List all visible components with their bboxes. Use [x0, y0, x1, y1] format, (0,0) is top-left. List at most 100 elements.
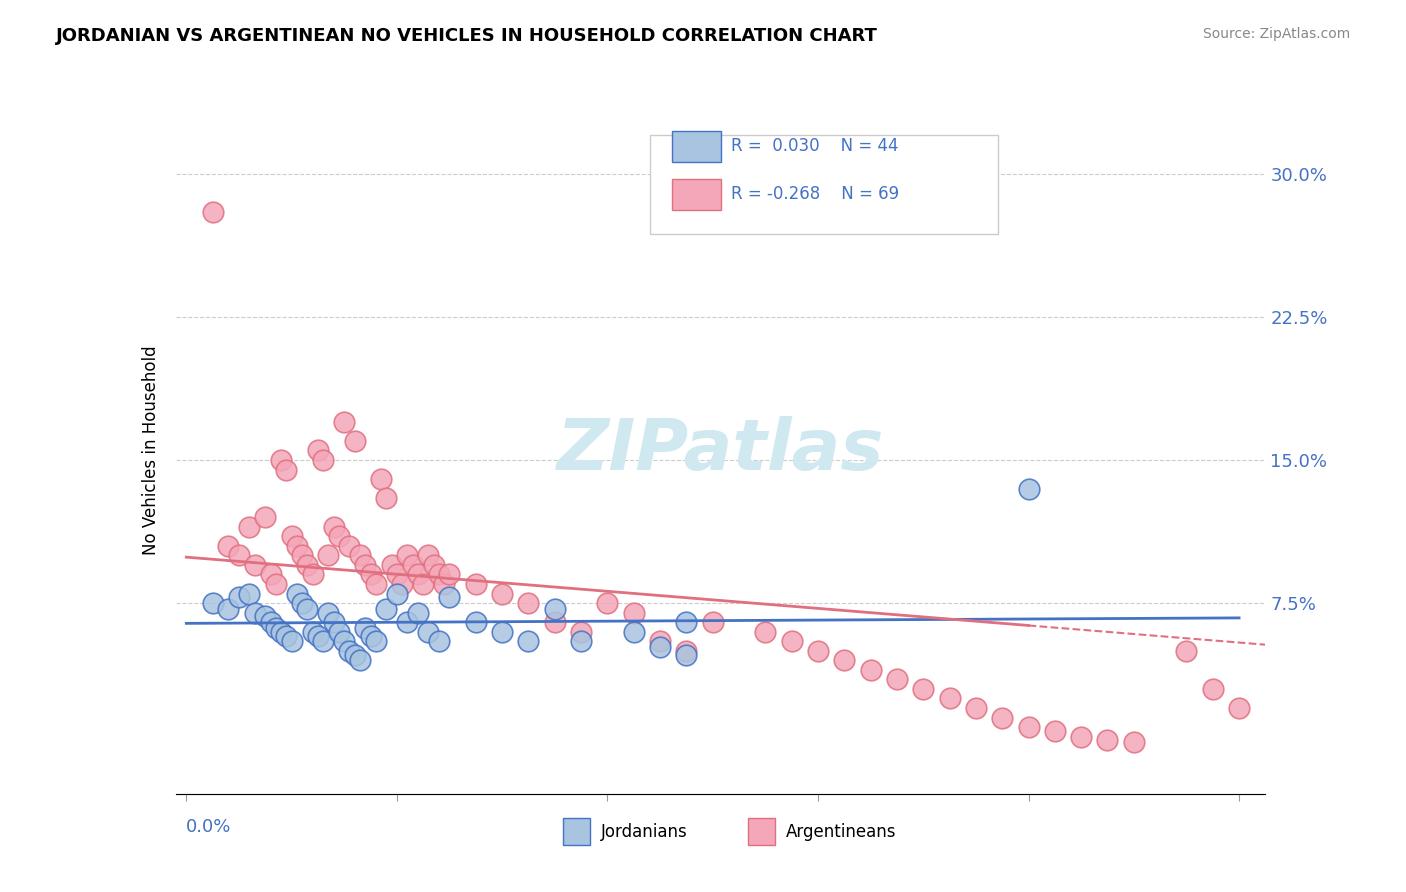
Point	[422, 558, 444, 572]
Point	[385, 567, 408, 582]
Point	[217, 539, 239, 553]
Point	[1043, 723, 1066, 738]
Point	[291, 596, 314, 610]
Text: Source: ZipAtlas.com: Source: ZipAtlas.com	[1202, 27, 1350, 41]
Point	[859, 663, 882, 677]
Point	[1175, 644, 1198, 658]
Point	[623, 624, 645, 639]
Point	[254, 510, 277, 524]
FancyBboxPatch shape	[562, 818, 591, 846]
Point	[228, 549, 250, 563]
Text: 0.0%: 0.0%	[186, 818, 232, 836]
Point	[285, 586, 308, 600]
Point	[291, 549, 314, 563]
Point	[322, 520, 344, 534]
Point	[1018, 482, 1040, 496]
Text: R = -0.268    N = 69: R = -0.268 N = 69	[731, 186, 900, 203]
Point	[406, 606, 429, 620]
Point	[491, 624, 513, 639]
Point	[270, 453, 292, 467]
Point	[406, 567, 429, 582]
Point	[1018, 720, 1040, 734]
Point	[807, 644, 830, 658]
Point	[391, 577, 413, 591]
Point	[280, 634, 302, 648]
Point	[259, 615, 281, 630]
Point	[396, 615, 419, 630]
Point	[648, 634, 671, 648]
FancyBboxPatch shape	[672, 131, 721, 162]
FancyBboxPatch shape	[748, 818, 775, 846]
Point	[938, 691, 960, 706]
Point	[254, 609, 277, 624]
Point	[243, 606, 266, 620]
Point	[702, 615, 724, 630]
Point	[201, 205, 224, 219]
Point	[675, 644, 697, 658]
Point	[360, 567, 382, 582]
Point	[1070, 730, 1092, 744]
Point	[385, 586, 408, 600]
Point	[991, 710, 1014, 724]
Point	[965, 701, 987, 715]
Point	[375, 491, 398, 505]
Point	[328, 529, 350, 543]
Point	[354, 558, 377, 572]
Point	[285, 539, 308, 553]
Point	[370, 472, 392, 486]
Point	[354, 621, 377, 635]
Point	[264, 577, 287, 591]
Point	[1097, 733, 1119, 747]
Point	[307, 628, 329, 642]
Point	[360, 628, 382, 642]
Point	[259, 567, 281, 582]
Point	[343, 648, 366, 662]
Point	[312, 453, 335, 467]
Point	[912, 681, 935, 696]
Point	[675, 648, 697, 662]
Point	[333, 634, 356, 648]
Point	[1122, 735, 1144, 749]
Point	[1202, 681, 1225, 696]
Point	[297, 602, 319, 616]
Point	[464, 615, 486, 630]
Point	[517, 596, 540, 610]
FancyBboxPatch shape	[672, 179, 721, 211]
Point	[381, 558, 404, 572]
Point	[544, 615, 567, 630]
Text: Argentineans: Argentineans	[786, 822, 897, 840]
Point	[464, 577, 486, 591]
Point	[238, 586, 260, 600]
Point	[491, 586, 513, 600]
Point	[318, 549, 340, 563]
Y-axis label: No Vehicles in Household: No Vehicles in Household	[142, 345, 160, 556]
Point	[312, 634, 335, 648]
FancyBboxPatch shape	[650, 135, 998, 234]
Point	[339, 539, 361, 553]
Point	[297, 558, 319, 572]
Point	[433, 577, 456, 591]
Point	[343, 434, 366, 448]
Point	[276, 628, 298, 642]
Point	[754, 624, 776, 639]
Point	[648, 640, 671, 654]
Point	[328, 624, 350, 639]
Point	[401, 558, 423, 572]
Point	[832, 653, 855, 667]
Point	[280, 529, 302, 543]
Point	[301, 624, 323, 639]
Point	[418, 549, 440, 563]
Point	[544, 602, 567, 616]
Point	[623, 606, 645, 620]
Point	[301, 567, 323, 582]
Point	[412, 577, 434, 591]
Text: Jordanians: Jordanians	[600, 822, 688, 840]
Point	[201, 596, 224, 610]
Point	[349, 549, 371, 563]
Point	[780, 634, 803, 648]
Point	[427, 567, 450, 582]
Point	[427, 634, 450, 648]
Point	[439, 567, 461, 582]
Point	[1227, 701, 1250, 715]
Point	[569, 624, 592, 639]
